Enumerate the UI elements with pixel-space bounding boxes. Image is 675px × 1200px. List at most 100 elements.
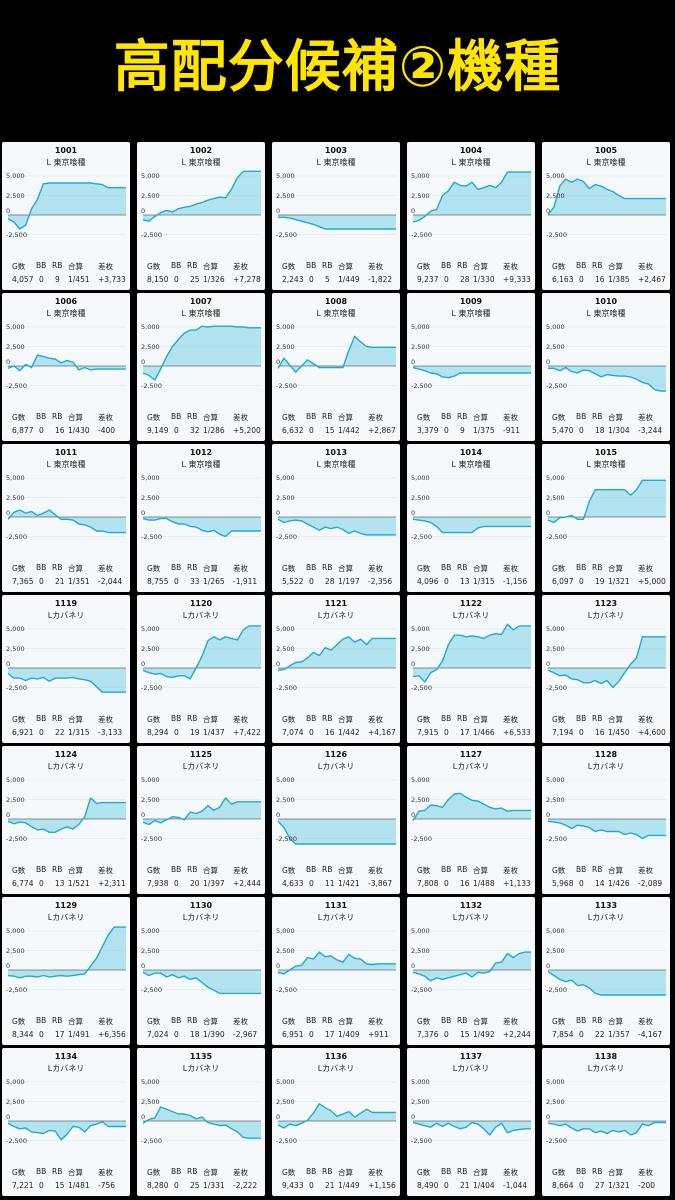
machine-name: Lカバネリ bbox=[47, 913, 85, 922]
value-g: 7,808 bbox=[417, 879, 439, 888]
chart-area bbox=[278, 952, 396, 974]
y-tick-5000: 5,000 bbox=[411, 625, 430, 633]
machine-card-1135[interactable]: 1135 Lカバネリ 5,000 2,500 0 -2,500 G数 BB RB… bbox=[137, 1048, 265, 1196]
machine-card-1121[interactable]: 1121 Lカバネリ 5,000 2,500 0 -2,500 G数 BB RB… bbox=[272, 595, 400, 743]
machine-card-1130[interactable]: 1130 Lカバネリ 5,000 2,500 0 -2,500 G数 BB RB… bbox=[137, 897, 265, 1045]
header-g: G数 bbox=[282, 866, 296, 875]
value-diff: -2,222 bbox=[233, 1181, 258, 1190]
value-bb: 0 bbox=[174, 577, 179, 586]
machine-card-1014[interactable]: 1014 L 東京喰種 5,000 2,500 0 -2,500 G数 BB R… bbox=[407, 444, 535, 592]
machine-number: 1131 bbox=[324, 901, 348, 910]
machine-card-1124[interactable]: 1124 Lカバネリ 5,000 2,500 0 -2,500 G数 BB RB… bbox=[2, 746, 130, 894]
value-total: 1/426 bbox=[608, 879, 630, 888]
machine-card-1009[interactable]: 1009 L 東京喰種 5,000 2,500 0 -2,500 G数 BB R… bbox=[407, 293, 535, 441]
y-tick-0: 0 bbox=[141, 660, 146, 668]
chart-line bbox=[277, 951, 396, 975]
machine-number: 1006 bbox=[54, 297, 78, 306]
y-tick-2500: 2,500 bbox=[6, 191, 25, 200]
y-tick-2500: 2,500 bbox=[411, 1097, 430, 1106]
value-diff: +7,422 bbox=[233, 728, 261, 737]
machine-card-1015[interactable]: 1015 L 東京喰種 5,000 2,500 0 -2,500 G数 BB R… bbox=[542, 444, 670, 592]
machine-card-1001[interactable]: 1001 L 東京喰種 5,000 2,500 0 -2,500 G数 BB R… bbox=[2, 142, 130, 290]
machine-name: L 東京喰種 bbox=[46, 309, 86, 318]
header-diff: 差枚 bbox=[98, 413, 113, 422]
machine-card-1012[interactable]: 1012 L 東京喰種 5,000 2,500 0 -2,500 G数 BB R… bbox=[137, 444, 265, 592]
diff-chart bbox=[547, 779, 666, 840]
machine-card-1120[interactable]: 1120 Lカバネリ 5,000 2,500 0 -2,500 G数 BB RB… bbox=[137, 595, 265, 743]
header-g: G数 bbox=[12, 715, 26, 724]
value-total: 1/430 bbox=[68, 426, 90, 435]
diff-chart bbox=[7, 326, 126, 386]
value-total: 1/397 bbox=[203, 879, 225, 888]
y-tick-0: 0 bbox=[6, 1113, 11, 1121]
value-g: 5,968 bbox=[552, 879, 574, 888]
y-tick-0: 0 bbox=[141, 509, 146, 517]
y-tick-2500: 2,500 bbox=[411, 493, 430, 502]
machine-card-1010[interactable]: 1010 L 東京喰種 5,000 2,500 0 -2,500 G数 BB R… bbox=[542, 293, 670, 441]
machine-card-1133[interactable]: 1133 Lカバネリ 5,000 2,500 0 -2,500 G数 BB RB… bbox=[542, 897, 670, 1045]
header-bb: BB bbox=[306, 563, 317, 572]
machine-card-1129[interactable]: 1129 Lカバネリ 5,000 2,500 0 -2,500 G数 BB RB… bbox=[2, 897, 130, 1045]
diff-chart bbox=[547, 1081, 666, 1141]
value-diff: -200 bbox=[638, 1181, 656, 1190]
header-g: G数 bbox=[282, 715, 296, 724]
machine-card-1131[interactable]: 1131 Lカバネリ 5,000 2,500 0 -2,500 G数 BB RB… bbox=[272, 897, 400, 1045]
chart-gridlines bbox=[8, 779, 126, 839]
machine-card-1002[interactable]: 1002 L 東京喰種 5,000 2,500 0 -2,500 G数 BB R… bbox=[137, 142, 265, 290]
machine-card-1137[interactable]: 1137 Lカバネリ 5,000 2,500 0 -2,500 G数 BB RB… bbox=[407, 1048, 535, 1196]
diff-chart bbox=[277, 930, 396, 990]
machine-card-1136[interactable]: 1136 Lカバネリ 5,000 2,500 0 -2,500 G数 BB RB… bbox=[272, 1048, 400, 1196]
header-diff: 差枚 bbox=[98, 1168, 113, 1177]
diff-chart bbox=[277, 1081, 396, 1141]
machine-card-1005[interactable]: 1005 L 東京喰種 5,000 2,500 0 -2,500 G数 BB R… bbox=[542, 142, 670, 290]
machine-number: 1127 bbox=[459, 750, 483, 759]
machine-card-1132[interactable]: 1132 Lカバネリ 5,000 2,500 0 -2,500 G数 BB RB… bbox=[407, 897, 535, 1045]
header-diff: 差枚 bbox=[368, 262, 383, 271]
machine-card-1127[interactable]: 1127 Lカバネリ 5,000 2,500 0 -2,500 G数 BB RB… bbox=[407, 746, 535, 894]
machine-card-1123[interactable]: 1123 Lカバネリ 5,000 2,500 0 -2,500 G数 BB RB… bbox=[542, 595, 670, 743]
machine-number: 1002 bbox=[189, 146, 213, 155]
machine-number: 1137 bbox=[459, 1052, 483, 1061]
diff-chart bbox=[142, 625, 261, 688]
chart-area bbox=[278, 517, 396, 535]
machine-card-1122[interactable]: 1122 Lカバネリ 5,000 2,500 0 -2,500 G数 BB RB… bbox=[407, 595, 535, 743]
machine-card-1004[interactable]: 1004 L 東京喰種 5,000 2,500 0 -2,500 G数 BB R… bbox=[407, 142, 535, 290]
y-tick-2500: 2,500 bbox=[276, 795, 295, 804]
chart-line bbox=[277, 636, 396, 671]
machine-card-1003[interactable]: 1003 L 東京喰種 5,000 2,500 0 -2,500 G数 BB R… bbox=[272, 142, 400, 290]
value-rb: 32 bbox=[190, 426, 200, 435]
header-rb: RB bbox=[592, 714, 603, 723]
machine-name: Lカバネリ bbox=[182, 1064, 220, 1073]
machine-card-1006[interactable]: 1006 L 東京喰種 5,000 2,500 0 -2,500 G数 BB R… bbox=[2, 293, 130, 441]
header-diff: 差枚 bbox=[98, 262, 113, 271]
machine-card-1134[interactable]: 1134 Lカバネリ 5,000 2,500 0 -2,500 G数 BB RB… bbox=[2, 1048, 130, 1196]
value-rb: 19 bbox=[190, 728, 200, 737]
header-diff: 差枚 bbox=[638, 564, 653, 573]
header-rb: RB bbox=[187, 714, 198, 723]
value-total: 1/466 bbox=[473, 728, 495, 737]
machine-card-1008[interactable]: 1008 L 東京喰種 5,000 2,500 0 -2,500 G数 BB R… bbox=[272, 293, 400, 441]
chart-line bbox=[547, 178, 666, 216]
machine-card-1128[interactable]: 1128 Lカバネリ 5,000 2,500 0 -2,500 G数 BB RB… bbox=[542, 746, 670, 894]
header-total: 合算 bbox=[473, 1168, 488, 1177]
machine-card-1126[interactable]: 1126 Lカバネリ 5,000 2,500 0 -2,500 G数 BB RB… bbox=[272, 746, 400, 894]
y-tick-neg2500: -2,500 bbox=[141, 985, 162, 994]
y-tick-neg2500: -2,500 bbox=[141, 1136, 162, 1145]
machine-name: Lカバネリ bbox=[452, 611, 490, 620]
machine-card-1013[interactable]: 1013 L 東京喰種 5,000 2,500 0 -2,500 G数 BB R… bbox=[272, 444, 400, 592]
header-total: 合算 bbox=[68, 866, 83, 875]
y-tick-neg2500: -2,500 bbox=[6, 532, 27, 541]
value-rb: 14 bbox=[595, 879, 605, 888]
chart-line bbox=[277, 820, 396, 845]
machine-card-1011[interactable]: 1011 L 東京喰種 5,000 2,500 0 -2,500 G数 BB R… bbox=[2, 444, 130, 592]
machine-card-1119[interactable]: 1119 Lカバネリ 5,000 2,500 0 -2,500 G数 BB RB… bbox=[2, 595, 130, 743]
chart-line bbox=[547, 820, 666, 840]
machine-card-1125[interactable]: 1125 Lカバネリ 5,000 2,500 0 -2,500 G数 BB RB… bbox=[137, 746, 265, 894]
machine-card-1138[interactable]: 1138 Lカバネリ 5,000 2,500 0 -2,500 G数 BB RB… bbox=[542, 1048, 670, 1196]
chart-area bbox=[8, 927, 126, 978]
value-total: 1/375 bbox=[473, 426, 495, 435]
header-rb: RB bbox=[187, 563, 198, 572]
chart-area bbox=[413, 366, 531, 378]
machine-card-1007[interactable]: 1007 L 東京喰種 5,000 2,500 0 -2,500 G数 BB R… bbox=[137, 293, 265, 441]
y-tick-neg2500: -2,500 bbox=[141, 532, 162, 541]
